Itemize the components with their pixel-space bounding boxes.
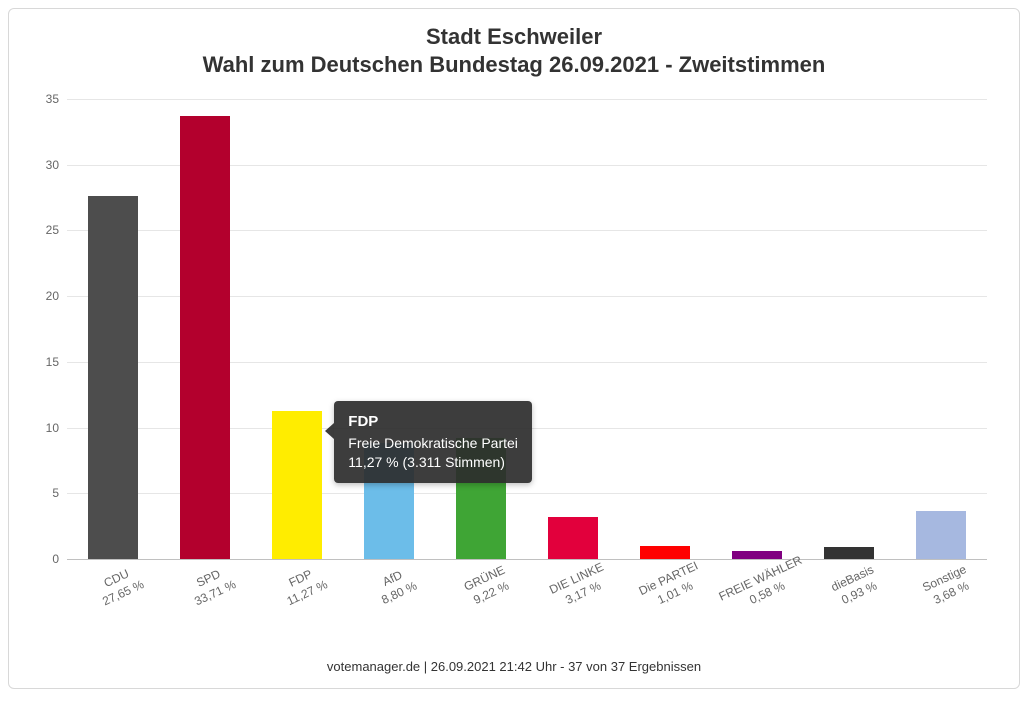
x-tick-label: GRÜNE9,22 % [436,550,540,622]
y-tick-label: 35 [19,92,59,106]
title-line2: Wahl zum Deutschen Bundestag 26.09.2021 … [203,52,826,77]
tooltip: FDP Freie Demokratische Partei 11,27 % (… [334,401,532,483]
chart-card: Stadt Eschweiler Wahl zum Deutschen Bund… [8,8,1020,689]
x-tick-label: FDP11,27 % [252,550,356,622]
y-tick-label: 15 [19,355,59,369]
x-tick-label: SPD33,71 % [160,550,264,622]
bar-freie-wähler[interactable] [732,551,783,559]
x-tick-label: DIE LINKE3,17 % [528,550,632,622]
y-tick-label: 5 [19,486,59,500]
bar-diebasis[interactable] [824,547,875,559]
chart-footer: votemanager.de | 26.09.2021 21:42 Uhr - … [9,659,1019,674]
tooltip-line2: 11,27 % (3.311 Stimmen) [348,453,518,473]
y-tick-label: 10 [19,421,59,435]
x-tick-label: FREIE WÄHLER0,58 % [712,550,816,622]
x-tick-label: Die PARTEI1,01 % [620,550,724,622]
x-tick-label: dieBasis0,93 % [804,550,908,622]
y-tick-label: 0 [19,552,59,566]
plot-area: 05101520253035 [67,99,987,559]
y-tick-label: 20 [19,289,59,303]
y-tick-label: 30 [19,158,59,172]
gridline [67,99,987,100]
x-tick-label: CDU27,65 % [68,550,172,622]
bar-die-partei[interactable] [640,546,691,559]
x-tick-label: Sonstige3,68 % [896,550,1000,622]
tooltip-line1: Freie Demokratische Partei [348,434,518,454]
bar-die-linke[interactable] [548,517,599,559]
title-line1: Stadt Eschweiler [426,24,602,49]
x-tick-label: AfD8,80 % [344,550,448,622]
tooltip-title: FDP [348,411,518,432]
bar-cdu[interactable] [88,196,139,559]
bar-spd[interactable] [180,116,231,559]
chart-title: Stadt Eschweiler Wahl zum Deutschen Bund… [9,23,1019,78]
bar-sonstige[interactable] [916,511,967,559]
y-tick-label: 25 [19,223,59,237]
x-axis-labels: CDU27,65 %SPD33,71 %FDP11,27 %AfD8,80 %G… [67,561,987,641]
bar-fdp[interactable] [272,411,323,559]
